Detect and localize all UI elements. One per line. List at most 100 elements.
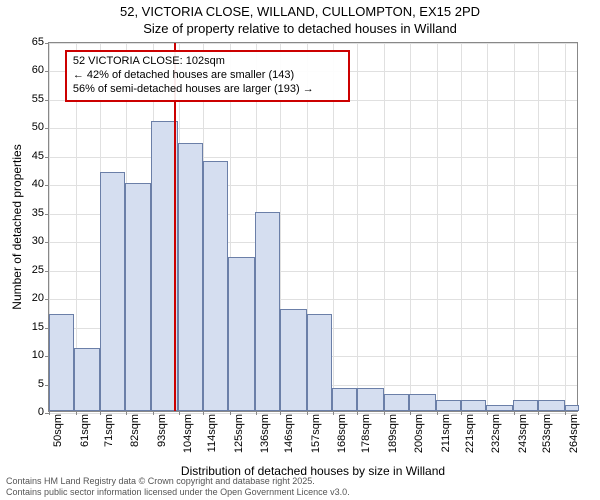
y-tick-label: 25 bbox=[14, 264, 44, 276]
annotation-line: 56% of semi-detached houses are larger (… bbox=[73, 83, 342, 97]
x-tick-mark bbox=[126, 411, 127, 415]
histogram-bar bbox=[74, 348, 99, 411]
x-tick-mark bbox=[333, 411, 334, 415]
gridline-h bbox=[49, 128, 577, 129]
footer-line-2: Contains public sector information licen… bbox=[6, 487, 350, 498]
y-tick-label: 10 bbox=[14, 349, 44, 361]
title-line-1: 52, VICTORIA CLOSE, WILLAND, CULLOMPTON,… bbox=[0, 4, 600, 21]
x-tick-label: 178sqm bbox=[360, 414, 372, 453]
gridline-v bbox=[538, 43, 539, 411]
annotation-box: 52 VICTORIA CLOSE: 102sqm← 42% of detach… bbox=[65, 50, 350, 101]
histogram-bar bbox=[307, 314, 332, 411]
gridline-v bbox=[437, 43, 438, 411]
histogram-bar bbox=[461, 400, 486, 411]
x-tick-mark bbox=[437, 411, 438, 415]
histogram-bar bbox=[203, 161, 228, 411]
x-tick-mark bbox=[179, 411, 180, 415]
y-tick-label: 45 bbox=[14, 150, 44, 162]
x-tick-label: 189sqm bbox=[387, 414, 399, 453]
x-tick-label: 50sqm bbox=[52, 414, 64, 447]
gridline-v bbox=[384, 43, 385, 411]
x-tick-label: 264sqm bbox=[568, 414, 580, 453]
x-tick-label: 125sqm bbox=[233, 414, 245, 453]
x-tick-mark bbox=[514, 411, 515, 415]
histogram-bar bbox=[49, 314, 74, 411]
y-tick-label: 5 bbox=[14, 378, 44, 390]
histogram-bar bbox=[357, 388, 384, 411]
x-tick-label: 200sqm bbox=[413, 414, 425, 453]
title-line-2: Size of property relative to detached ho… bbox=[0, 21, 600, 38]
x-tick-label: 146sqm bbox=[283, 414, 295, 453]
histogram-bar bbox=[125, 183, 152, 411]
x-tick-label: 211sqm bbox=[440, 414, 452, 452]
histogram-bar bbox=[228, 257, 255, 411]
chart-container: 52 VICTORIA CLOSE: 102sqm← 42% of detach… bbox=[48, 42, 578, 412]
x-tick-mark bbox=[256, 411, 257, 415]
x-tick-mark bbox=[538, 411, 539, 415]
y-tick-label: 0 bbox=[14, 406, 44, 418]
y-tick-label: 65 bbox=[14, 36, 44, 48]
x-tick-label: 61sqm bbox=[79, 414, 91, 447]
histogram-bar bbox=[255, 212, 280, 411]
gridline-v bbox=[461, 43, 462, 411]
x-tick-mark bbox=[230, 411, 231, 415]
histogram-bar bbox=[565, 405, 579, 411]
annotation-line: 52 VICTORIA CLOSE: 102sqm bbox=[73, 55, 342, 69]
x-tick-label: 93sqm bbox=[156, 414, 168, 447]
x-tick-label: 232sqm bbox=[490, 414, 502, 453]
x-tick-label: 221sqm bbox=[464, 414, 476, 453]
gridline-h bbox=[49, 43, 577, 44]
histogram-bar bbox=[486, 405, 513, 411]
x-tick-mark bbox=[461, 411, 462, 415]
histogram-bar bbox=[409, 394, 436, 411]
x-tick-label: 243sqm bbox=[517, 414, 529, 453]
x-tick-mark bbox=[153, 411, 154, 415]
x-tick-mark bbox=[307, 411, 308, 415]
footer-attribution: Contains HM Land Registry data © Crown c… bbox=[6, 476, 350, 498]
x-tick-label: 136sqm bbox=[259, 414, 271, 453]
gridline-v bbox=[357, 43, 358, 411]
annotation-line: ← 42% of detached houses are smaller (14… bbox=[73, 69, 342, 83]
histogram-bar bbox=[513, 400, 538, 411]
x-tick-mark bbox=[410, 411, 411, 415]
x-tick-mark bbox=[100, 411, 101, 415]
histogram-bar bbox=[436, 400, 461, 411]
y-tick-label: 40 bbox=[14, 178, 44, 190]
x-tick-label: 82sqm bbox=[129, 414, 141, 447]
x-tick-label: 157sqm bbox=[310, 414, 322, 453]
histogram-bar bbox=[280, 309, 307, 411]
x-tick-mark bbox=[49, 411, 50, 415]
histogram-bar bbox=[538, 400, 565, 411]
histogram-bar bbox=[178, 143, 203, 411]
x-tick-mark bbox=[565, 411, 566, 415]
x-tick-mark bbox=[76, 411, 77, 415]
gridline-v bbox=[410, 43, 411, 411]
x-tick-label: 114sqm bbox=[206, 414, 218, 452]
x-tick-mark bbox=[487, 411, 488, 415]
chart-title: 52, VICTORIA CLOSE, WILLAND, CULLOMPTON,… bbox=[0, 0, 600, 38]
y-tick-label: 15 bbox=[14, 321, 44, 333]
y-tick-label: 20 bbox=[14, 292, 44, 304]
gridline-v bbox=[565, 43, 566, 411]
x-tick-mark bbox=[280, 411, 281, 415]
gridline-v bbox=[514, 43, 515, 411]
footer-line-1: Contains HM Land Registry data © Crown c… bbox=[6, 476, 350, 487]
gridline-h bbox=[49, 157, 577, 158]
y-axis-label: Number of detached properties bbox=[10, 144, 24, 309]
x-tick-label: 71sqm bbox=[103, 414, 115, 447]
y-tick-label: 30 bbox=[14, 235, 44, 247]
x-tick-mark bbox=[357, 411, 358, 415]
x-tick-mark bbox=[384, 411, 385, 415]
y-tick-label: 50 bbox=[14, 121, 44, 133]
y-tick-label: 55 bbox=[14, 93, 44, 105]
gridline-v bbox=[487, 43, 488, 411]
plot-area: 52 VICTORIA CLOSE: 102sqm← 42% of detach… bbox=[48, 42, 578, 412]
x-tick-mark bbox=[203, 411, 204, 415]
y-tick-label: 35 bbox=[14, 207, 44, 219]
histogram-bar bbox=[332, 388, 357, 411]
x-tick-label: 253sqm bbox=[541, 414, 553, 453]
x-tick-label: 104sqm bbox=[182, 414, 194, 453]
y-tick-label: 60 bbox=[14, 64, 44, 76]
histogram-bar bbox=[384, 394, 409, 411]
x-tick-label: 168sqm bbox=[336, 414, 348, 453]
